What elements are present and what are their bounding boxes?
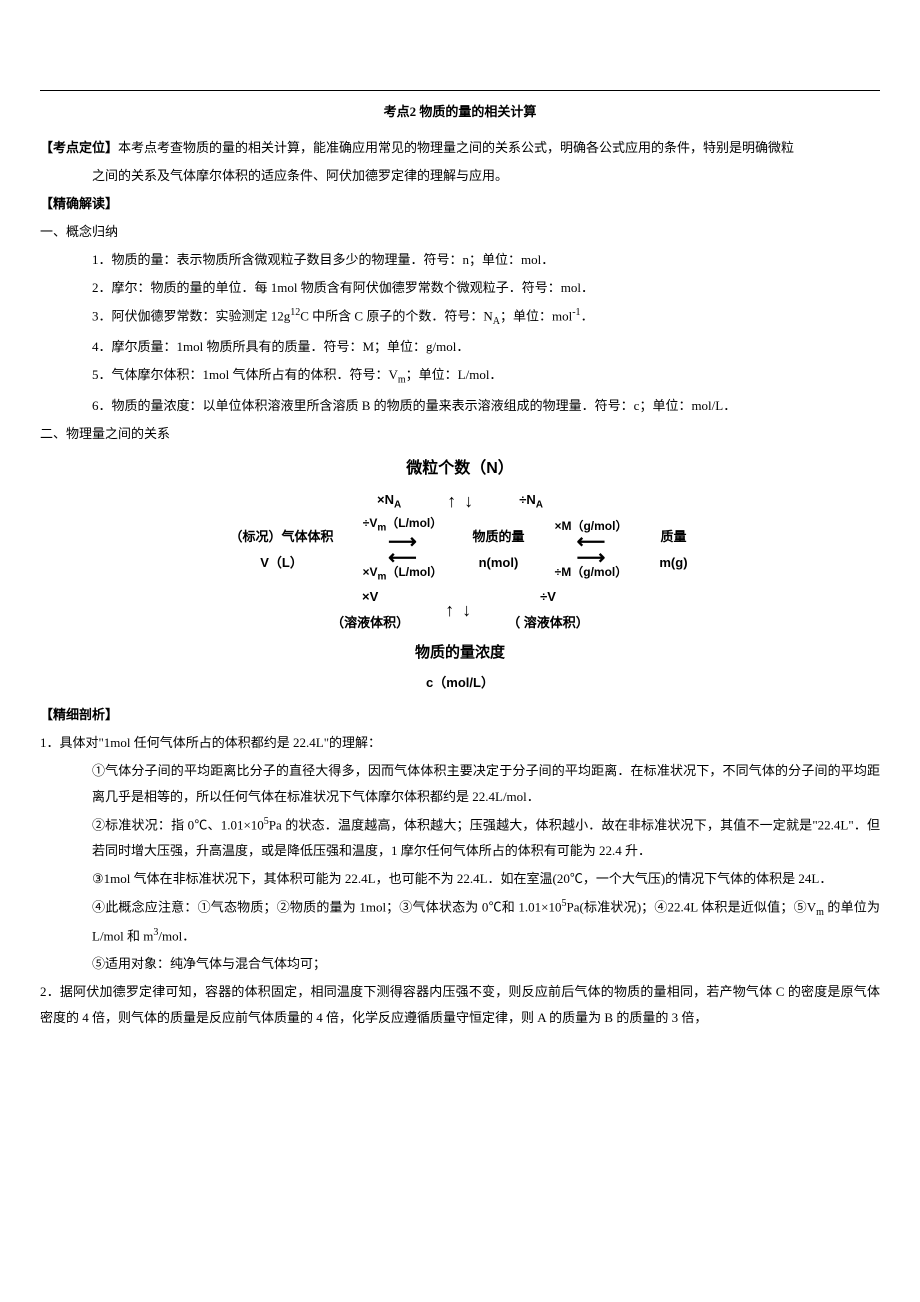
concept-1: 1．物质的量：表示物质所含微观粒子数目多少的物理量．符号：n；单位：mol． [40,247,880,273]
q1-p4: ④此概念应注意：①气态物质；②物质的量为 1mol；③气体状态为 0℃和 1.0… [40,894,880,949]
diagram-left-block: （标况）气体体积 V（L） [207,524,357,576]
analysis-head: 【精细剖析】 [40,702,880,728]
concept-2: 2．摩尔：物质的量的单位．每 1mol 物质含有阿伏伽德罗常数个微观粒子．符号：… [40,275,880,301]
arrow-vertical-bot: ↑ ↓ [445,601,471,619]
arrow-up-icon-2: ↑ [445,601,454,619]
q1-p5: ⑤适用对象：纯净气体与混合气体均可； [40,951,880,977]
diagram-right-block: 质量 m(g) [633,524,713,576]
arrow-vertical-top: ↑ ↓ [447,492,473,510]
concept-4: 4．摩尔质量：1mol 物质所具有的质量．符号：M；单位：g/mol． [40,334,880,360]
diagram-bot-title: 物质的量浓度 [409,638,511,668]
diagram-left-arrows: ÷Vm（L/mol） ⟶ ⟵ ×Vm（L/mol） [357,517,449,582]
arrow-down-icon-2: ↓ [462,601,471,619]
top-rule [40,90,880,91]
section2-head: 二、物理量之间的关系 [40,421,880,447]
concept-5: 5．气体摩尔体积：1mol 气体所占有的体积．符号：Vm；单位：L/mol． [40,362,880,391]
arrow-up-icon: ↑ [447,492,456,510]
c3b: C 中所含 C 原子的个数．符号：N [300,308,492,323]
c5b: ；单位：L/mol． [406,367,503,382]
c3c: ；单位：mol [500,308,572,323]
concept-3: 3．阿伏伽德罗常数：实验测定 12g12C 中所含 C 原子的个数．符号：NA；… [40,303,880,332]
diagram-right-title: 质量 [639,524,707,550]
positioning-text-b: 之间的关系及气体摩尔体积的适应条件、阿伏加德罗定律的理解与应用。 [40,163,880,189]
arrow-left-icon: ⟵ [388,550,417,566]
c3-subA: A [493,316,500,327]
c3d: ． [581,308,594,323]
diagram-right-bot: ÷M（g/mol） [555,566,628,579]
positioning-para: 【考点定位】本考点考查物质的量的相关计算，能准确应用常见的物理量之间的关系公式，… [40,135,880,161]
c5a: 5．气体摩尔体积：1mol 气体所占有的体积．符号：V [92,367,398,382]
diagram-mid-block: 物质的量 n(mol) [448,524,548,576]
sub-m: m [816,907,824,918]
section1-head: 一、概念归纳 [40,219,880,245]
reading-head: 【精确解读】 [40,191,880,217]
c3-sup-1: -1 [572,307,580,318]
diagram-top: 微粒个数（N） [400,453,520,485]
diagram-top-left: ×NA [371,487,407,516]
c3-sup12: 12 [290,307,300,318]
diagram-mid-var: n(mol) [454,550,542,576]
diagram-left-var: V（L） [213,550,351,576]
diagram-mid-title: 物质的量 [454,524,542,550]
q1-p1: ①气体分子间的平均距离比分子的直径大得多，因而气体体积主要决定于分子间的平均距离… [40,758,880,810]
q1-p2: ②标准状况：指 0℃、1.01×105Pa 的状态．温度越高，体积越大；压强越大… [40,812,880,864]
arrow-down-icon: ↓ [464,492,473,510]
c3a: 3．阿伏伽德罗常数：实验测定 12g [92,308,290,323]
relations-diagram: 微粒个数（N） ×NA ↑ ↓ ÷NA （标况）气体体积 V（L） ÷Vm（L/… [160,453,760,696]
positioning-head: 【考点定位】 [40,140,118,155]
diagram-right-arrows: ×M（g/mol） ⟵ ⟶ ÷M（g/mol） [548,520,633,578]
doc-title: 考点2 物质的量的相关计算 [40,99,880,125]
diagram-right-var: m(g) [639,550,707,576]
diagram-bot-left: ×V （溶液体积） [325,584,415,636]
concept-6: 6．物质的量浓度：以单位体积溶液里所含溶质 B 的物质的量来表示溶液组成的物理量… [40,393,880,419]
c5-subm: m [398,375,406,386]
positioning-text-a: 本考点考查物质的量的相关计算，能准确应用常见的物理量之间的关系公式，明确各公式应… [118,140,794,155]
diagram-bot-right: ÷V （ 溶液体积） [501,584,595,636]
q1-p3: ③1mol 气体在非标准状况下，其体积可能为 22.4L，也可能不为 22.4L… [40,866,880,892]
diagram-top-right: ÷NA [513,487,549,516]
q2: 2．据阿伏加德罗定律可知，容器的体积固定，相同温度下测得容器内压强不变，则反应前… [40,979,880,1031]
q1-head: 1．具体对"1mol 任何气体所占的体积都约是 22.4L"的理解： [40,730,880,756]
arrow-right-icon-2: ⟶ [577,550,606,566]
diagram-left-title: （标况）气体体积 [213,524,351,550]
diagram-bot-var: c（mol/L） [420,670,500,696]
